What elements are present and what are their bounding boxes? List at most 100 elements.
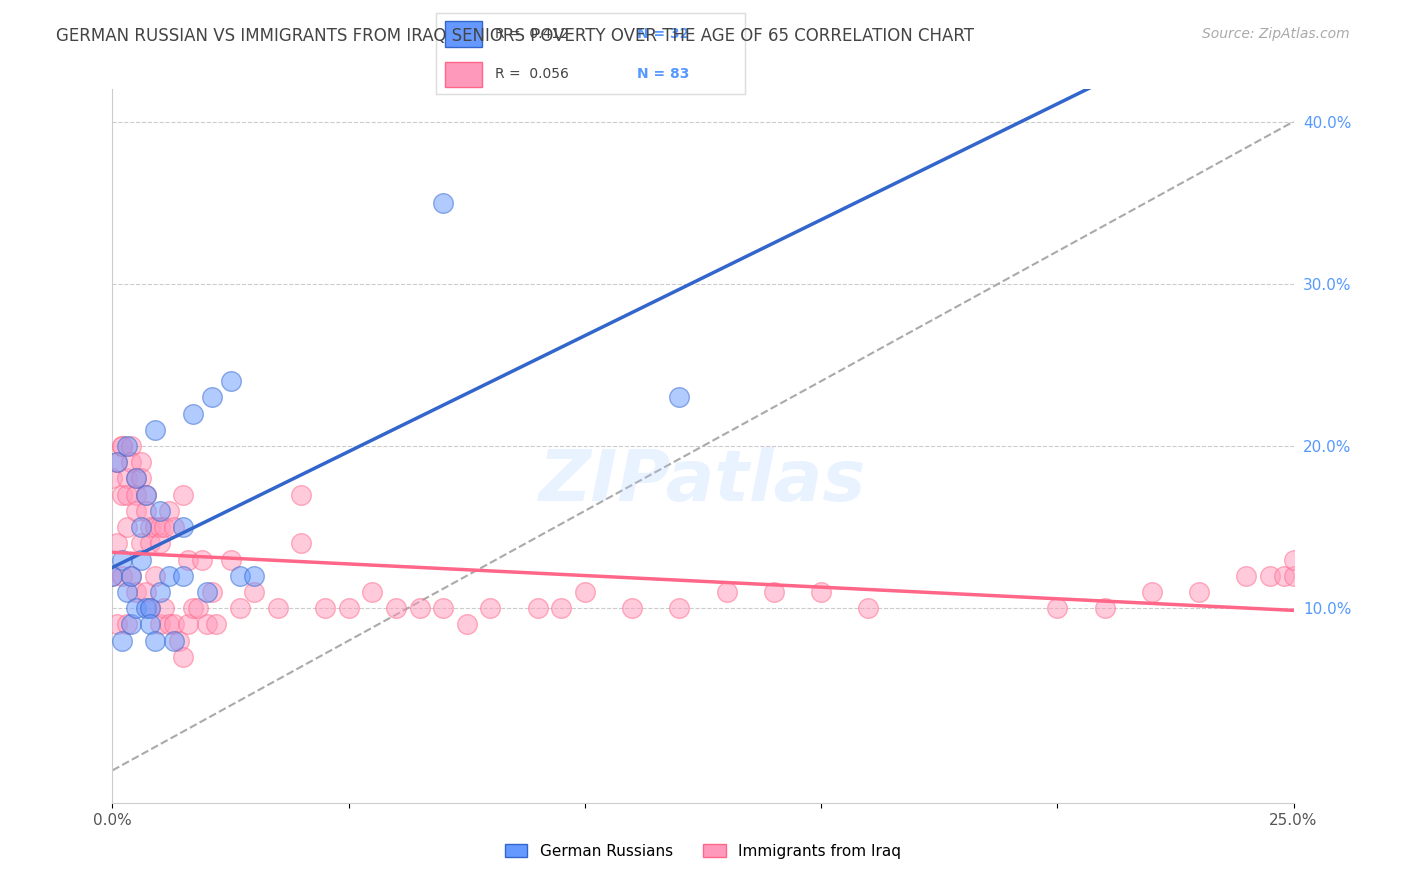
Text: N = 32: N = 32 xyxy=(637,28,689,41)
Point xyxy=(135,488,157,502)
Point xyxy=(105,536,128,550)
Point xyxy=(139,617,162,632)
Point xyxy=(668,601,690,615)
Point xyxy=(191,552,214,566)
Point xyxy=(111,568,134,582)
Point xyxy=(762,585,785,599)
Point xyxy=(101,471,124,485)
Point xyxy=(111,633,134,648)
Point xyxy=(115,585,138,599)
Point xyxy=(1282,552,1305,566)
Point xyxy=(385,601,408,615)
Point xyxy=(139,601,162,615)
Point xyxy=(574,585,596,599)
Point xyxy=(267,601,290,615)
Point xyxy=(229,601,252,615)
Point xyxy=(621,601,644,615)
Point xyxy=(129,520,152,534)
Point xyxy=(125,471,148,485)
Point xyxy=(195,617,218,632)
Point xyxy=(129,552,152,566)
Point xyxy=(139,520,162,534)
Point xyxy=(135,601,157,615)
Point xyxy=(181,601,204,615)
Point xyxy=(1046,601,1069,615)
Point xyxy=(157,568,180,582)
Point xyxy=(115,439,138,453)
Point xyxy=(201,585,224,599)
Point xyxy=(120,439,142,453)
FancyBboxPatch shape xyxy=(446,62,482,87)
Point xyxy=(432,195,454,210)
Point xyxy=(125,585,148,599)
Point xyxy=(1094,601,1116,615)
Point xyxy=(157,504,180,518)
Point xyxy=(172,649,194,664)
Point xyxy=(157,617,180,632)
Point xyxy=(177,617,200,632)
Point xyxy=(408,601,430,615)
Point xyxy=(456,617,478,632)
Point xyxy=(205,617,228,632)
FancyBboxPatch shape xyxy=(446,21,482,47)
Point xyxy=(149,585,172,599)
Point xyxy=(1258,568,1281,582)
Point xyxy=(1140,585,1163,599)
Point xyxy=(337,601,360,615)
Point xyxy=(172,568,194,582)
Point xyxy=(120,617,142,632)
Point xyxy=(668,390,690,404)
Point xyxy=(111,439,134,453)
Point xyxy=(550,601,572,615)
Point xyxy=(1272,568,1295,582)
Point xyxy=(1234,568,1257,582)
Point xyxy=(115,488,138,502)
Point xyxy=(115,617,138,632)
Point xyxy=(139,536,162,550)
Point xyxy=(125,601,148,615)
Point xyxy=(219,552,242,566)
Point xyxy=(149,520,172,534)
Point xyxy=(120,455,142,469)
Point xyxy=(129,536,152,550)
Text: GERMAN RUSSIAN VS IMMIGRANTS FROM IRAQ SENIORS POVERTY OVER THE AGE OF 65 CORREL: GERMAN RUSSIAN VS IMMIGRANTS FROM IRAQ S… xyxy=(56,27,974,45)
Point xyxy=(115,520,138,534)
Text: R =  0.412: R = 0.412 xyxy=(495,28,568,41)
Point xyxy=(153,601,176,615)
Point xyxy=(135,488,157,502)
Point xyxy=(125,488,148,502)
Point xyxy=(143,423,166,437)
Point xyxy=(143,520,166,534)
Point xyxy=(135,585,157,599)
Point xyxy=(125,504,148,518)
Point xyxy=(1188,585,1211,599)
Point xyxy=(314,601,336,615)
Point xyxy=(526,601,548,615)
Point xyxy=(172,488,194,502)
Text: ZIPatlas: ZIPatlas xyxy=(540,447,866,516)
Point xyxy=(105,455,128,469)
Point xyxy=(101,568,124,582)
Point xyxy=(479,601,502,615)
Point xyxy=(858,601,880,615)
Point xyxy=(186,601,208,615)
Point xyxy=(101,568,124,582)
Point xyxy=(149,504,172,518)
Point xyxy=(219,374,242,388)
Point xyxy=(163,633,186,648)
Point xyxy=(1282,568,1305,582)
Point xyxy=(129,455,152,469)
Text: N = 83: N = 83 xyxy=(637,68,689,81)
Point xyxy=(361,585,384,599)
Point xyxy=(139,601,162,615)
Point xyxy=(201,390,224,404)
Point xyxy=(172,520,194,534)
Point xyxy=(167,633,190,648)
Point xyxy=(120,568,142,582)
Point xyxy=(135,504,157,518)
Point xyxy=(163,617,186,632)
Point xyxy=(153,520,176,534)
Point xyxy=(195,585,218,599)
Point xyxy=(115,471,138,485)
Point xyxy=(125,471,148,485)
